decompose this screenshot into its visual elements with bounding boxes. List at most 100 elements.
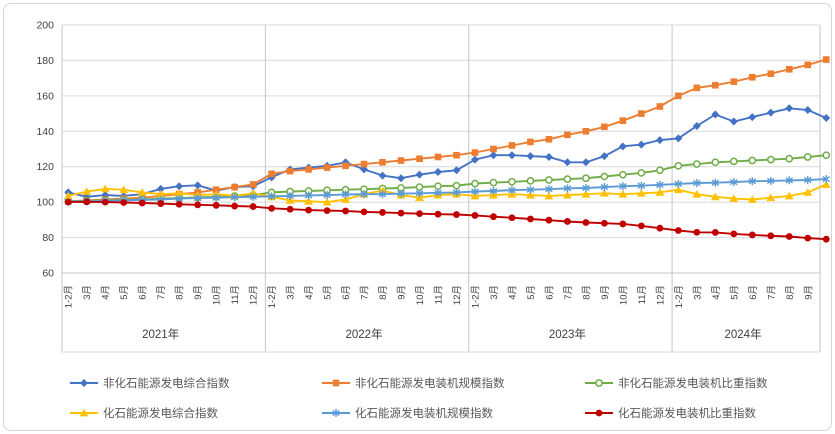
series-5-marker <box>711 229 719 236</box>
series-3-marker <box>563 190 572 199</box>
legend-label: 非化石能源发电装机比重指数 <box>618 376 768 390</box>
series-0-marker <box>415 170 424 179</box>
series-2-marker <box>526 177 535 185</box>
x-tick-label: 1-2月 <box>267 285 278 308</box>
y-tick-label: 160 <box>36 90 54 102</box>
y-tick-label: 100 <box>36 197 54 209</box>
x-tick-label: 5月 <box>119 285 130 300</box>
series-0-marker <box>600 152 609 161</box>
series-0-marker <box>785 104 794 113</box>
series-0-marker <box>655 136 664 145</box>
x-tick-label: 11月 <box>230 285 241 304</box>
series-1-marker <box>656 103 664 110</box>
series-5-marker <box>748 231 756 239</box>
series-0-marker <box>526 152 535 161</box>
series-2-marker <box>803 153 812 161</box>
series-4-marker <box>674 179 683 188</box>
series-5-marker <box>767 232 775 240</box>
series-5-marker <box>434 210 442 218</box>
series-2-marker <box>692 160 701 168</box>
legend-4-marker <box>332 409 340 417</box>
series-1-marker <box>730 78 738 85</box>
series-4-marker <box>729 178 738 187</box>
chart-card: 60 80 100 120 140 160 180 200 1-2月 3月 4月 5月 6月 7月 8月 9月… <box>3 3 832 431</box>
series-5-marker <box>249 203 257 210</box>
y-tick-label: 60 <box>42 268 54 280</box>
series-5-marker <box>785 233 793 240</box>
series-1-marker <box>453 151 460 159</box>
series-5-marker <box>656 224 664 232</box>
series-4-marker <box>693 179 701 188</box>
series-1-marker <box>342 162 349 170</box>
series-4-marker <box>304 191 313 200</box>
series-1-marker <box>693 84 701 92</box>
series-4-marker <box>415 189 424 198</box>
series-1-marker <box>785 65 793 73</box>
series-5-marker <box>490 213 497 221</box>
series-1-marker <box>748 73 756 81</box>
series-2-marker <box>563 175 572 183</box>
series-5-marker <box>231 202 239 210</box>
legend-0-marker <box>80 379 88 387</box>
series-4-marker <box>193 194 202 203</box>
series-0-marker <box>618 142 627 151</box>
legend-1-marker <box>332 379 340 387</box>
series-5-marker <box>582 219 590 226</box>
y-tick-label: 140 <box>36 126 54 138</box>
series-3-marker <box>100 184 110 193</box>
series-1-marker <box>379 158 386 166</box>
series-2-marker <box>415 183 424 191</box>
series-1-marker <box>249 181 257 188</box>
x-tick-label: 1-2月 <box>674 285 685 308</box>
x-tick-label: 9月 <box>397 285 408 300</box>
series-3-marker <box>304 197 313 205</box>
series-1-marker <box>582 127 590 135</box>
x-tick-label: 9月 <box>803 285 814 300</box>
series-0-marker <box>563 158 572 167</box>
series-3-marker <box>803 188 813 196</box>
series-line-3 <box>67 183 827 204</box>
year-label: 2021年 <box>142 327 179 341</box>
series-1-marker <box>305 166 312 173</box>
series-3-marker <box>599 189 609 197</box>
series-5-marker <box>804 234 812 242</box>
x-tick-label: 10月 <box>212 285 223 305</box>
series-0-marker <box>507 151 516 160</box>
series-2-marker <box>748 156 757 165</box>
series-5-marker <box>693 228 701 236</box>
series-3-marker <box>341 195 350 203</box>
series-4-marker <box>619 182 627 191</box>
series-4-marker <box>452 188 461 197</box>
series-0-marker <box>378 171 387 180</box>
series-3-marker <box>673 185 683 194</box>
series-4-marker <box>656 180 664 189</box>
x-tick-label: 5月 <box>526 285 537 300</box>
series-1-marker <box>471 149 479 156</box>
x-tick-label: 6月 <box>748 285 759 300</box>
x-tick-label: 12月 <box>249 285 260 305</box>
series-2-marker <box>637 169 646 177</box>
series-1-marker <box>804 61 812 69</box>
series-2-marker <box>785 154 794 163</box>
series-3-marker <box>470 191 480 200</box>
series-5-marker <box>397 209 405 217</box>
x-tick-label: 8月 <box>175 285 186 300</box>
series-1-marker <box>601 123 608 131</box>
series-0-marker <box>674 134 683 143</box>
series-2-marker <box>489 178 498 187</box>
x-tick-label: 4月 <box>711 285 722 300</box>
series-1-marker <box>767 70 775 78</box>
series-3-marker <box>119 185 129 194</box>
x-tick-label: 8月 <box>378 285 389 300</box>
series-3-marker <box>618 189 628 198</box>
x-tick-label: 6月 <box>544 285 555 300</box>
series-2-marker <box>434 182 442 191</box>
series-0-marker <box>729 117 738 126</box>
series-line-4 <box>68 178 827 203</box>
series-3-marker <box>322 197 332 206</box>
x-tick-label: 5月 <box>729 285 740 300</box>
series-3-marker <box>63 191 73 200</box>
x-tick-label: 3月 <box>82 285 93 300</box>
series-2-marker <box>766 155 775 164</box>
series-3-marker <box>710 192 720 201</box>
